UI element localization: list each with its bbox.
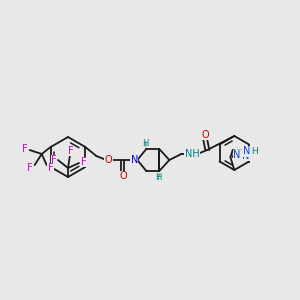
- Text: O: O: [104, 155, 112, 165]
- Text: N: N: [130, 155, 138, 165]
- Text: H: H: [142, 139, 148, 148]
- Text: F: F: [68, 146, 74, 156]
- Text: H: H: [155, 173, 161, 182]
- Text: F: F: [48, 163, 53, 173]
- Text: O: O: [202, 130, 209, 140]
- Text: F: F: [27, 163, 32, 173]
- Text: H: H: [251, 147, 257, 156]
- Text: F: F: [51, 155, 57, 165]
- Text: NH: NH: [185, 149, 200, 159]
- Text: O: O: [119, 171, 127, 181]
- Text: F: F: [22, 144, 28, 154]
- Text: N: N: [233, 150, 241, 160]
- Text: N: N: [243, 146, 250, 156]
- Text: F: F: [81, 157, 87, 167]
- Text: N: N: [242, 151, 249, 161]
